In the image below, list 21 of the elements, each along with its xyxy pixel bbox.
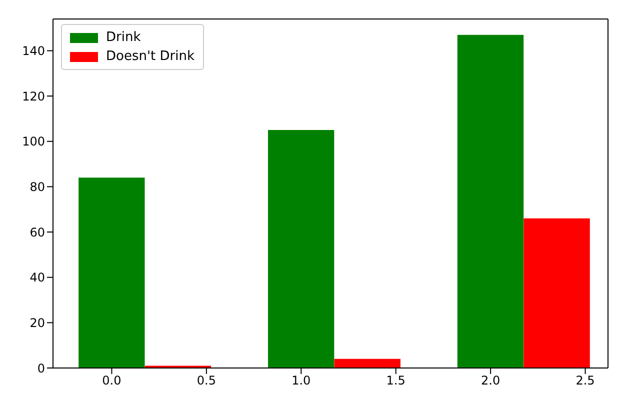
x-tick-label: 2.0 [481, 374, 500, 388]
y-tick-label: 80 [30, 180, 45, 194]
legend-label: Doesn't Drink [106, 48, 195, 66]
bar [334, 358, 400, 368]
x-tick-label: 1.5 [386, 374, 406, 388]
y-tick-label: 0 [37, 361, 45, 376]
y-tick-label: 140 [22, 44, 45, 58]
x-tick-label: 0.0 [102, 374, 122, 388]
y-tick-label: 20 [30, 316, 45, 330]
y-tick-label: 40 [30, 270, 45, 285]
x-tick-label: 0.5 [196, 374, 216, 388]
y-tick-label: 60 [30, 225, 45, 240]
bar [78, 178, 145, 368]
bar [524, 218, 590, 368]
legend-label: Drink [106, 29, 141, 47]
x-tick-label: 1.0 [292, 374, 311, 388]
bar [457, 34, 524, 368]
bar [268, 130, 334, 368]
y-tick-label: 100 [22, 134, 45, 149]
x-tick-label: 2.5 [576, 374, 595, 388]
y-tick-label: 120 [22, 89, 45, 104]
